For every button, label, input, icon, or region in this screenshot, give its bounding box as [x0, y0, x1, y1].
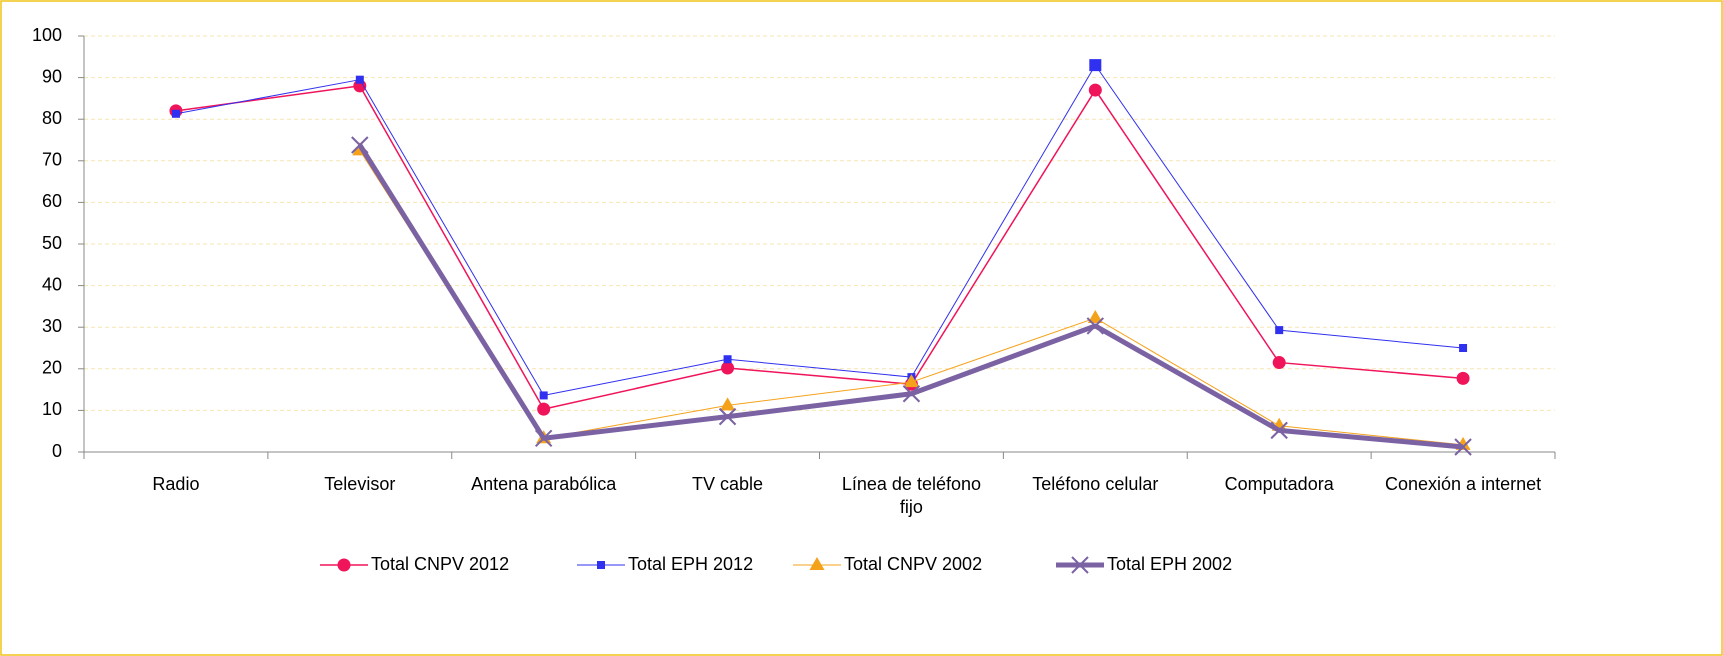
- y-tick-label: 40: [42, 274, 62, 294]
- marker: [537, 402, 551, 416]
- marker: [1088, 83, 1102, 97]
- marker: [718, 407, 737, 426]
- series-line: [175, 85, 1464, 410]
- y-tick-label: 80: [42, 108, 62, 128]
- x-tick-label: Conexión a internet: [1385, 474, 1542, 494]
- marker: [1086, 317, 1105, 335]
- marker: [723, 355, 732, 364]
- marker: [1454, 438, 1472, 456]
- legend-label: Total EPH 2012: [628, 554, 753, 574]
- y-tick-label: 30: [42, 316, 62, 336]
- y-tick-label: 60: [42, 191, 62, 211]
- x-tick-label: Teléfono celular: [1032, 474, 1159, 494]
- marker: [721, 361, 735, 375]
- marker: [902, 385, 921, 403]
- y-tick-label: 0: [52, 441, 62, 461]
- marker: [1071, 556, 1089, 574]
- y-tick-label: 50: [42, 233, 62, 253]
- legend-label: Total EPH 2002: [1107, 554, 1232, 574]
- marker: [1270, 421, 1288, 440]
- x-tick-label: Computadora: [1224, 474, 1334, 494]
- x-tick-label: Radio: [152, 474, 200, 494]
- marker: [720, 397, 736, 411]
- marker: [171, 109, 180, 118]
- y-tick-label: 100: [32, 25, 62, 45]
- marker: [1275, 326, 1284, 335]
- x-tick-label: Antena parabólica: [471, 474, 617, 494]
- y-tick-label: 90: [42, 66, 62, 86]
- marker: [903, 374, 919, 388]
- x-tick-label: TV cable: [692, 474, 764, 494]
- marker: [809, 557, 825, 570]
- marker: [355, 75, 364, 84]
- x-tick-label: Línea de teléfono fijo: [841, 474, 981, 517]
- y-tick-label: 20: [42, 358, 62, 378]
- marker: [351, 136, 369, 154]
- marker: [534, 429, 553, 447]
- y-tick-label: 10: [42, 399, 62, 419]
- x-tick-label: Televisor: [324, 474, 396, 494]
- marker: [337, 558, 351, 572]
- legend-label: Total CNPV 2002: [844, 554, 982, 574]
- marker: [1089, 59, 1102, 72]
- marker: [1459, 344, 1468, 352]
- marker: [539, 391, 548, 400]
- marker: [1456, 371, 1470, 385]
- marker: [1272, 356, 1286, 370]
- legend-label: Total CNPV 2012: [371, 554, 509, 574]
- marker: [1087, 310, 1103, 324]
- series-line: [175, 64, 1464, 396]
- marker: [597, 561, 605, 569]
- y-tick-label: 70: [42, 150, 62, 170]
